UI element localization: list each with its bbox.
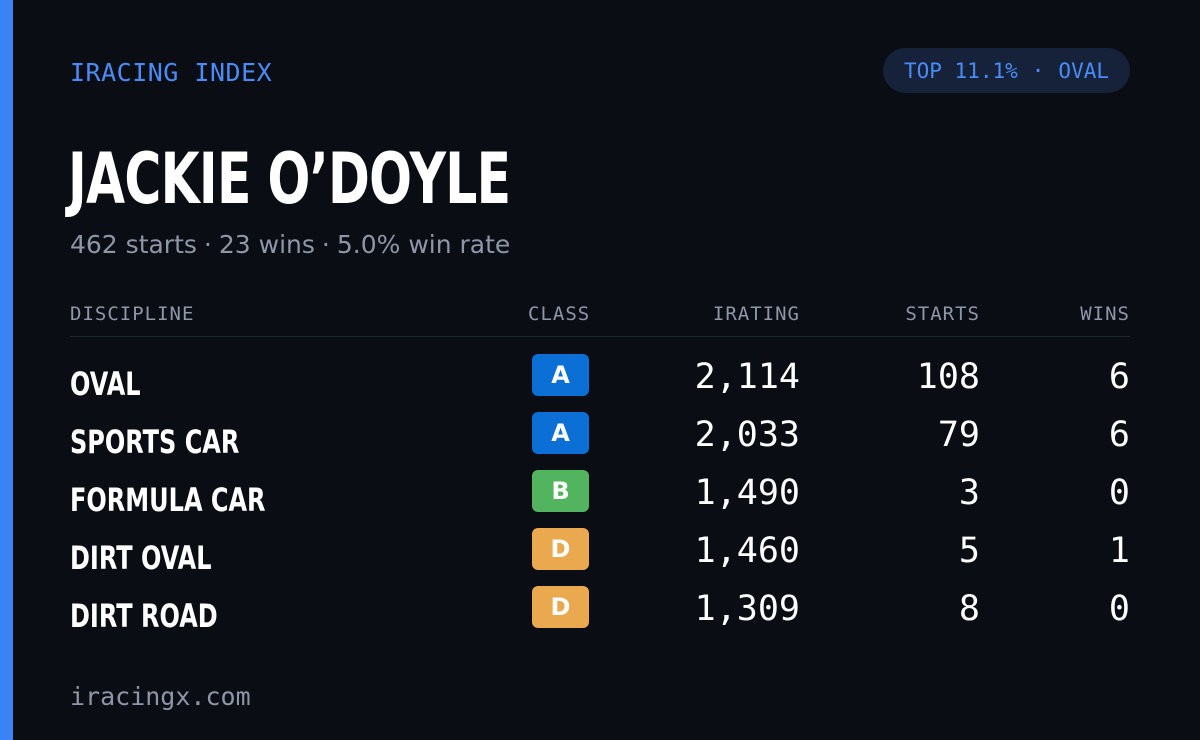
table-header: DISCIPLINE CLASS IRATING STARTS WINS <box>70 296 1130 337</box>
header-starts: STARTS <box>905 303 980 325</box>
starts-value: 8 <box>958 589 980 629</box>
irating-value: 1,309 <box>694 589 800 629</box>
rank-discipline: OVAL <box>1058 58 1109 83</box>
accent-bar <box>0 0 13 740</box>
summary-separator: · <box>203 230 212 259</box>
table-body: OVAL A 2,114 108 6 SPORTS CAR A 2,033 79… <box>70 354 1130 644</box>
badge-separator: · <box>1031 58 1045 83</box>
discipline-name: OVAL <box>70 365 141 403</box>
driver-summary: 462 starts · 23 wins · 5.0% win rate <box>70 226 510 264</box>
class-badge: D <box>532 586 589 628</box>
class-badge: A <box>532 412 589 454</box>
irating-value: 2,114 <box>694 357 800 397</box>
wins-value: 0 <box>1108 589 1130 629</box>
header-discipline: DISCIPLINE <box>70 303 195 325</box>
wins-summary: 23 wins <box>218 230 315 259</box>
header-class: CLASS <box>528 303 591 325</box>
brand-title: IRACING INDEX <box>70 58 273 87</box>
summary-separator: · <box>321 230 330 259</box>
rank-badge: TOP 11.1% · OVAL <box>882 48 1130 93</box>
wins-value: 6 <box>1108 357 1130 397</box>
wins-value: 0 <box>1108 473 1130 513</box>
discipline-name: DIRT ROAD <box>70 597 218 635</box>
table-row: OVAL A 2,114 108 6 <box>70 354 1130 412</box>
wins-value: 6 <box>1108 415 1130 455</box>
discipline-name: FORMULA CAR <box>70 481 266 519</box>
starts-value: 3 <box>958 473 980 513</box>
class-badge: B <box>532 470 589 512</box>
header-wins: WINS <box>1080 303 1130 325</box>
driver-name: JACKIE O’DOYLE <box>68 138 511 220</box>
site-link[interactable]: iracingx.com <box>70 682 251 711</box>
header-irating: IRATING <box>712 303 800 325</box>
rank-percent: TOP 11.1% <box>903 58 1018 83</box>
discipline-table: DISCIPLINE CLASS IRATING STARTS WINS OVA… <box>70 296 1130 644</box>
discipline-name: SPORTS CAR <box>70 423 240 461</box>
irating-value: 1,460 <box>694 531 800 571</box>
wins-value: 1 <box>1108 531 1130 571</box>
starts-summary: 462 starts <box>70 230 197 259</box>
table-row: SPORTS CAR A 2,033 79 6 <box>70 412 1130 470</box>
table-row: DIRT ROAD D 1,309 8 0 <box>70 586 1130 644</box>
starts-value: 5 <box>958 531 980 571</box>
winrate-summary: 5.0% win rate <box>336 230 511 259</box>
starts-value: 79 <box>937 415 980 455</box>
class-badge: A <box>532 354 589 396</box>
irating-value: 1,490 <box>694 473 800 513</box>
table-row: DIRT OVAL D 1,460 5 1 <box>70 528 1130 586</box>
starts-value: 108 <box>916 357 980 397</box>
irating-value: 2,033 <box>694 415 800 455</box>
discipline-name: DIRT OVAL <box>70 539 212 577</box>
class-badge: D <box>532 528 589 570</box>
table-row: FORMULA CAR B 1,490 3 0 <box>70 470 1130 528</box>
